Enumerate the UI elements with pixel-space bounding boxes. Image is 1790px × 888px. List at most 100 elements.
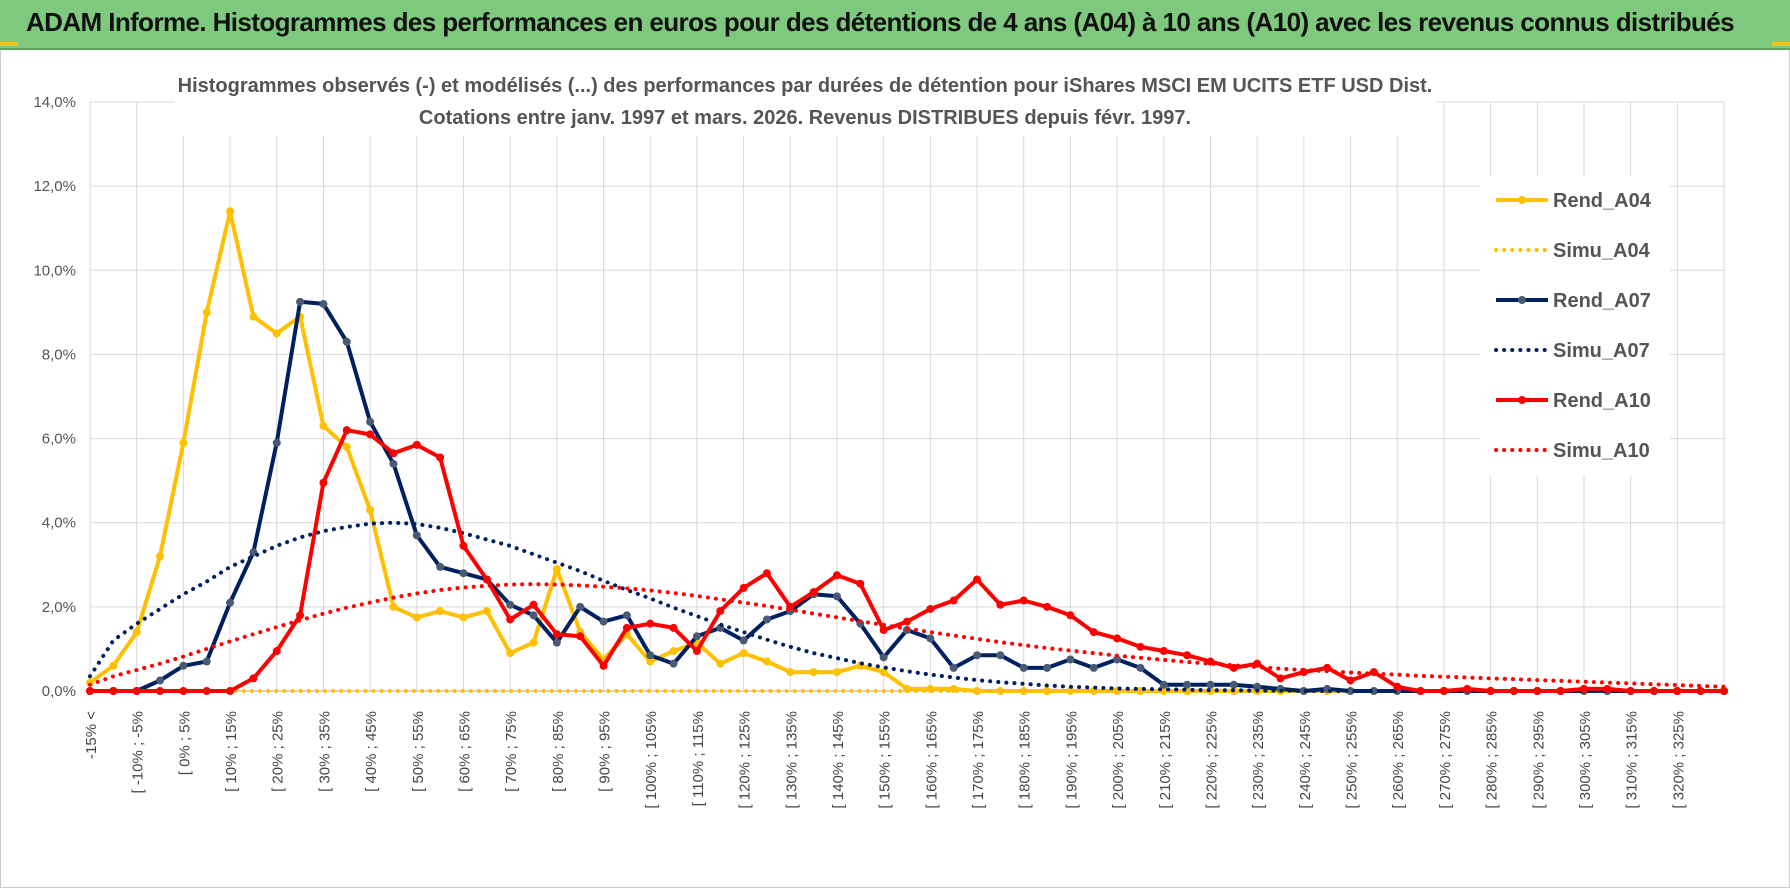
point-rend-a04 (342, 442, 351, 451)
y-tick-label: 0,0% (42, 683, 76, 700)
point-rend-a10 (949, 596, 958, 605)
point-rend-a07 (1019, 663, 1028, 672)
point-rend-a07 (1369, 687, 1378, 695)
point-rend-a04 (156, 552, 165, 561)
line-simu-a10 (88, 582, 1726, 689)
point-rend-a10 (903, 617, 911, 626)
corner-accent-right (1772, 42, 1790, 46)
point-rend-a10 (762, 569, 771, 578)
x-tick-label: [ 90% ; 95% (597, 711, 614, 792)
chart-title-line2: Cotations entre janv. 1997 et mars. 2026… (419, 107, 1191, 129)
y-tick-label: 14,0% (33, 94, 76, 111)
point-rend-a07 (179, 661, 188, 670)
x-tick-label: [ 270% ; 275% (1437, 711, 1454, 809)
point-rend-a07 (1043, 663, 1052, 672)
point-rend-a10 (529, 600, 538, 609)
point-rend-a07 (226, 598, 235, 607)
x-tick-label: [ -10% ; -5% (130, 711, 147, 794)
legend-item-rend-a04: Rend_A04 (1496, 190, 1652, 212)
x-tick-label: [ 240% ; 245% (1297, 711, 1314, 809)
point-rend-a10 (86, 687, 94, 695)
point-rend-a10 (1509, 687, 1518, 695)
point-rend-a10 (1579, 684, 1588, 693)
point-rend-a10 (1673, 687, 1682, 695)
legend-marker (1518, 396, 1526, 404)
point-rend-a04 (412, 613, 421, 622)
x-tick-label: [ 220% ; 225% (1203, 711, 1220, 809)
x-tick-label: [ 260% ; 265% (1390, 711, 1407, 809)
point-rend-a10 (599, 661, 608, 670)
point-rend-a10 (1019, 596, 1028, 605)
point-rend-a10 (272, 647, 281, 656)
point-rend-a04 (179, 438, 188, 447)
y-tick-label: 8,0% (42, 346, 76, 363)
point-rend-a10 (1486, 687, 1495, 695)
point-rend-a07 (832, 592, 841, 601)
point-rend-a10 (622, 623, 631, 632)
point-rend-a10 (249, 674, 258, 683)
point-rend-a10 (459, 541, 468, 550)
point-rend-a07 (692, 632, 701, 641)
point-rend-a07 (1346, 687, 1355, 695)
chart-title-line1: Histogrammes observés (-) et modélisés (… (178, 75, 1433, 97)
point-rend-a07 (529, 611, 538, 620)
point-rend-a07 (1206, 680, 1215, 689)
point-rend-a07 (459, 569, 468, 578)
x-tick-label: [ 40% ; 45% (363, 711, 380, 792)
y-tick-label: 2,0% (42, 599, 76, 616)
point-rend-a10 (389, 449, 398, 458)
legend-item-simu-a10: Simu_A10 (1494, 440, 1650, 462)
point-rend-a10 (1533, 687, 1542, 695)
point-rend-a10 (1346, 676, 1355, 685)
point-rend-a07 (342, 337, 351, 346)
series-simu-a10 (88, 582, 1726, 689)
x-tick-label: [ 60% ; 65% (456, 711, 473, 792)
x-tick-label: [ 290% ; 295% (1530, 711, 1547, 809)
point-rend-a10 (366, 430, 375, 439)
x-tick-label: [ 310% ; 315% (1624, 711, 1641, 809)
point-rend-a10 (1323, 663, 1332, 672)
point-rend-a07 (599, 617, 608, 626)
point-rend-a07 (1136, 663, 1145, 672)
legend-marker (1518, 296, 1526, 304)
point-rend-a04 (1019, 687, 1028, 695)
y-tick-label: 6,0% (42, 431, 76, 448)
legend: Rend_A04 Simu_A04 Rend_A07 Simu_A07 Rend_A10… (1480, 176, 1670, 476)
point-rend-a07 (506, 600, 515, 609)
x-tick-label: [ 0% ; 5% (176, 711, 193, 775)
point-rend-a04 (482, 607, 491, 616)
point-rend-a10 (132, 687, 141, 695)
point-rend-a10 (739, 583, 748, 592)
point-rend-a07 (926, 634, 935, 643)
point-rend-a10 (1393, 682, 1402, 691)
point-rend-a07 (1113, 655, 1122, 664)
x-tick-label: [ 170% ; 175% (970, 711, 987, 809)
x-tick-label: [ 70% ; 75% (503, 711, 520, 792)
point-rend-a10 (1696, 687, 1705, 695)
point-rend-a04 (529, 638, 538, 647)
point-rend-a04 (669, 647, 678, 656)
point-rend-a07 (202, 657, 211, 666)
point-rend-a10 (926, 604, 935, 613)
point-rend-a10 (436, 453, 445, 462)
x-tick-label: [ 200% ; 205% (1110, 711, 1127, 809)
point-rend-a10 (879, 625, 888, 634)
point-rend-a10 (1159, 647, 1168, 656)
point-rend-a07 (552, 638, 561, 647)
x-tick-label: [ 180% ; 185% (1017, 711, 1034, 809)
point-rend-a04 (436, 607, 445, 616)
point-rend-a10 (1136, 642, 1145, 651)
point-rend-a04 (109, 661, 118, 670)
legend-label: Simu_A04 (1553, 240, 1651, 262)
x-tick-label: [ 140% ; 145% (830, 711, 847, 809)
point-rend-a07 (669, 659, 678, 668)
x-tick-label: [ 100% ; 105% (643, 711, 660, 809)
point-rend-a04 (739, 649, 748, 658)
x-tick-label: [ 110% ; 115% (690, 711, 707, 806)
y-tick-label: 4,0% (42, 515, 76, 532)
point-rend-a07 (949, 663, 958, 672)
x-tick-label: [ 30% ; 35% (316, 711, 333, 792)
point-rend-a10 (692, 647, 701, 656)
y-axis: 0,0% 2,0% 4,0% 6,0% 8,0% 10,0% 12,0% 14,0% (33, 94, 76, 700)
series-layer (86, 207, 1728, 695)
